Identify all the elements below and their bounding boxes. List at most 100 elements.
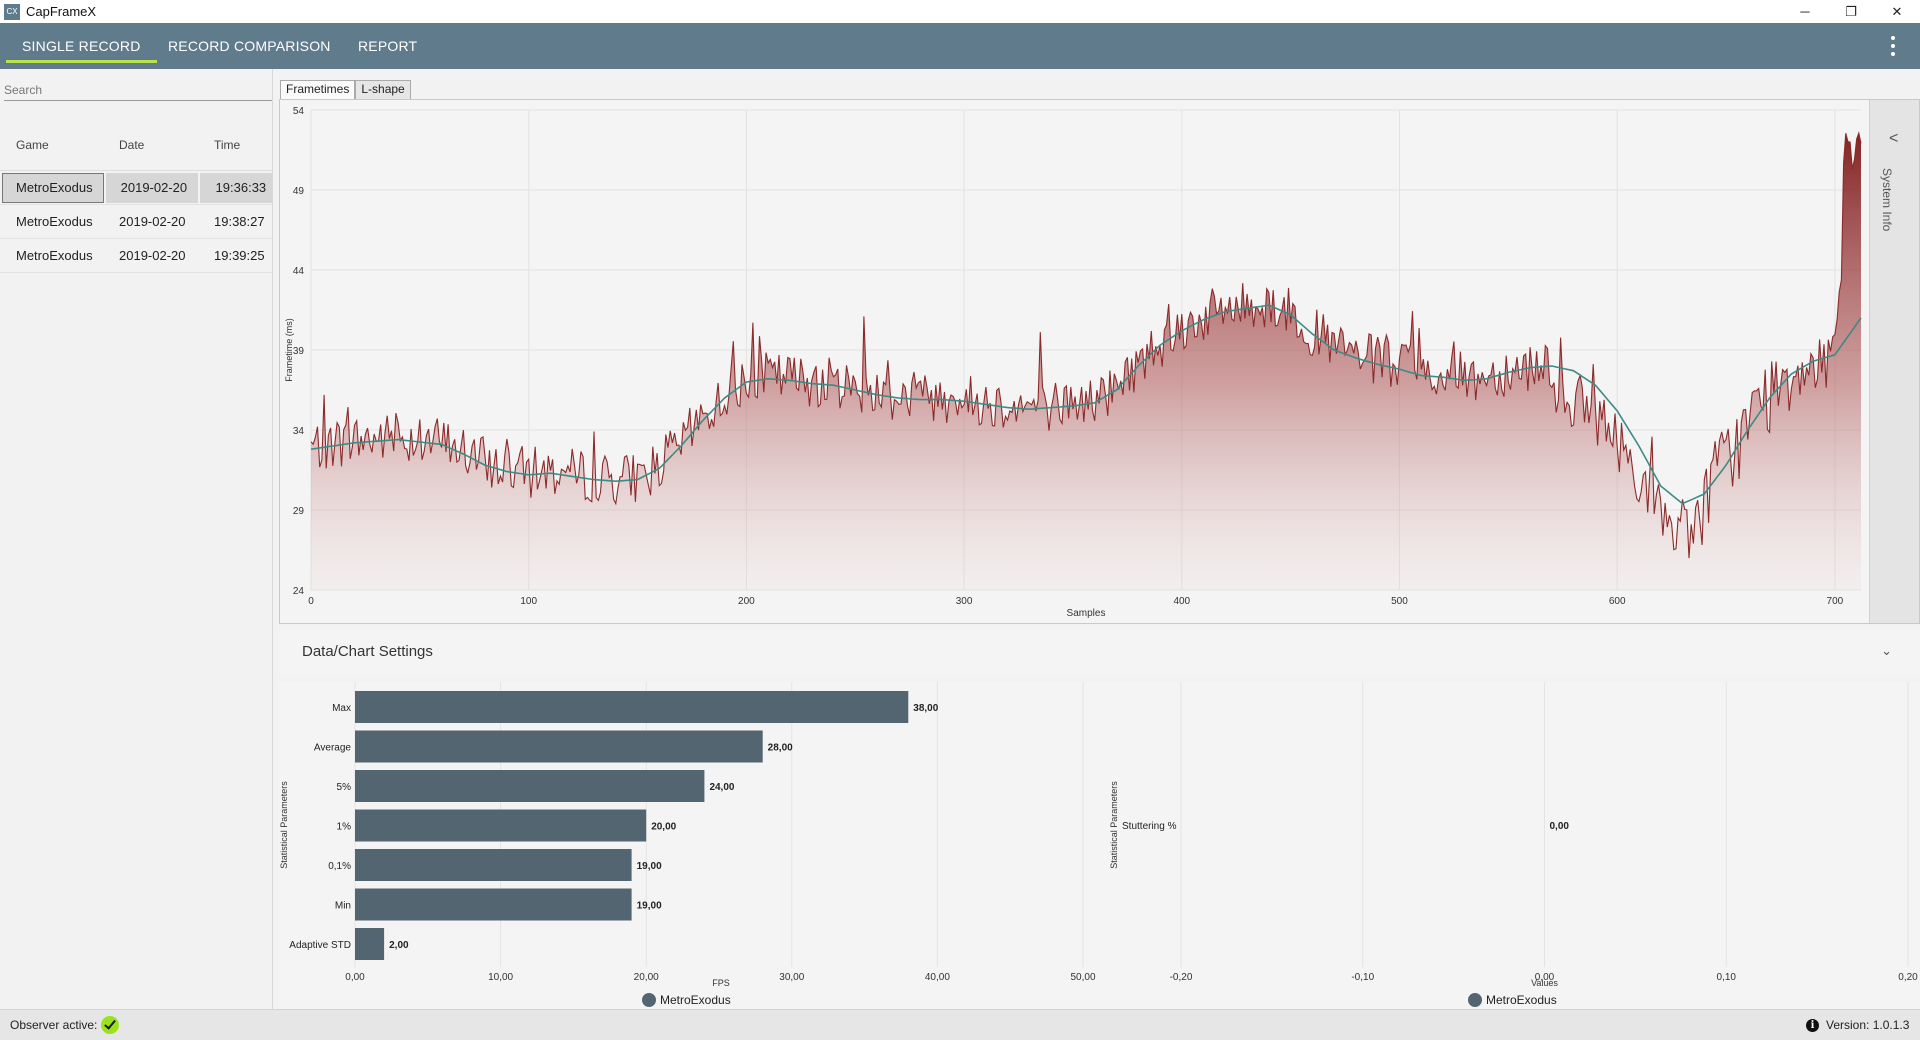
- app-logo-icon: CX: [4, 3, 20, 20]
- bar-value-label: 19,00: [637, 901, 662, 912]
- cell-time: 19:39:25: [214, 248, 265, 263]
- table-header: Game Date Time: [0, 119, 272, 171]
- legend-swatch: [642, 993, 656, 1007]
- stat-bar: [355, 691, 909, 723]
- column-header-date[interactable]: Date: [119, 137, 145, 152]
- system-info-label: System Info: [1880, 168, 1894, 232]
- y-tick-label: 49: [293, 186, 305, 197]
- stat-bar: [355, 770, 705, 802]
- y-tick-label: 24: [293, 586, 305, 597]
- chevron-down-icon: ⌄: [1881, 643, 1892, 658]
- category-label: Average: [314, 743, 352, 754]
- statistics-charts: 0,00 10,00 20,00 30,00 40,00 50,00 Max 38,00 Ave…: [279, 682, 1918, 1007]
- chart-tabs: Frametimes L-shape: [280, 80, 411, 99]
- category-label: Min: [335, 901, 351, 912]
- cell-date: 2019-02-20: [119, 214, 186, 229]
- tab-frametimes[interactable]: Frametimes: [280, 80, 356, 99]
- legend-swatch: [1468, 993, 1482, 1007]
- settings-label: Data/Chart Settings: [302, 643, 433, 660]
- legend-label: MetroExodus: [1486, 993, 1557, 1007]
- y-tick-label: 39: [293, 346, 305, 357]
- tab-record-comparison[interactable]: RECORD COMPARISON: [168, 38, 331, 54]
- search-input[interactable]: [4, 79, 272, 101]
- y-tick-label: 29: [293, 506, 305, 517]
- stat-bar: [355, 730, 763, 763]
- x-tick-label: 500: [1391, 596, 1408, 607]
- frametime-chart-panel: 0 100 200 300 400 500 600 700 24 29 34 39 44 49 54 Samp…: [279, 99, 1920, 624]
- frametime-chart[interactable]: 0 100 200 300 400 500 600 700 24 29 34 39 44 49 54 Samp…: [280, 100, 1868, 623]
- cell-time: 19:38:27: [214, 214, 265, 229]
- stat-bar: [355, 928, 385, 960]
- x-tick-label: 100: [520, 596, 537, 607]
- category-label: Max: [332, 703, 351, 714]
- bar-value-label: 24,00: [709, 782, 734, 793]
- x-tick-label: -0,20: [1170, 972, 1193, 983]
- column-header-game[interactable]: Game: [16, 137, 49, 152]
- bar-value-label: 19,00: [637, 861, 662, 872]
- window-title: CapFrameX: [26, 4, 97, 19]
- x-tick-label: 40,00: [925, 972, 950, 983]
- system-info-panel[interactable]: < System Info: [1869, 100, 1919, 623]
- x-tick-label: 200: [738, 596, 755, 607]
- cell-date: 2019-02-20: [105, 172, 198, 203]
- frametime-area: [311, 133, 1861, 590]
- cell-game: MetroExodus: [2, 172, 104, 203]
- x-tick-label: 50,00: [1070, 972, 1095, 983]
- column-header-time[interactable]: Time: [214, 137, 241, 152]
- x-tick-label: 20,00: [634, 972, 659, 983]
- maximize-button[interactable]: ❐: [1845, 3, 1857, 19]
- data-chart-settings-expander[interactable]: Data/Chart Settings ⌄: [279, 629, 1920, 675]
- stat-bar: [355, 849, 632, 881]
- moving-average-line: [310, 304, 1862, 505]
- bar-value-label: 0,00: [1550, 821, 1570, 832]
- category-label: 0,1%: [328, 861, 351, 872]
- tab-report[interactable]: REPORT: [358, 38, 418, 54]
- observer-label: Observer active:: [10, 1018, 98, 1032]
- kebab-menu-icon[interactable]: [1888, 36, 1898, 56]
- frametime-line: [310, 131, 1862, 559]
- stat-bar: [355, 888, 632, 921]
- category-label: Stuttering %: [1122, 821, 1177, 832]
- y-tick-label: 54: [293, 106, 305, 117]
- status-bar: Observer active: i Version: 1.0.1.3: [0, 1009, 1920, 1040]
- statistics-panel: 0,00 10,00 20,00 30,00 40,00 50,00 Max 38,00 Ave…: [279, 682, 1920, 1009]
- records-table: Game Date Time MetroExodus 2019-02-20 19…: [0, 119, 272, 273]
- x-tick-label: 300: [956, 596, 973, 607]
- stat-bar: [355, 809, 647, 842]
- table-row[interactable]: MetroExodus 2019-02-20 19:39:25: [0, 239, 272, 273]
- records-panel: Game Date Time MetroExodus 2019-02-20 19…: [0, 69, 273, 1009]
- bar-value-label: 20,00: [651, 822, 676, 833]
- y-axis-label: Statistical Parameters: [1109, 781, 1119, 869]
- x-tick-label: -0,10: [1351, 972, 1374, 983]
- cell-date: 2019-02-20: [119, 248, 186, 263]
- cell-game: MetroExodus: [16, 214, 93, 229]
- x-tick-label: 0,10: [1717, 972, 1737, 983]
- table-row[interactable]: MetroExodus 2019-02-20 19:38:27: [0, 205, 272, 239]
- title-bar: CX CapFrameX ─ ❐ ✕: [0, 0, 1920, 23]
- cell-game: MetroExodus: [16, 248, 93, 263]
- check-icon: [101, 1016, 119, 1034]
- info-icon[interactable]: i: [1806, 1019, 1819, 1032]
- x-tick-label: 700: [1827, 596, 1844, 607]
- tab-l-shape[interactable]: L-shape: [355, 80, 411, 99]
- chevron-left-icon: <: [1889, 130, 1899, 147]
- version-label: Version: 1.0.1.3: [1826, 1018, 1910, 1032]
- category-label: 5%: [337, 782, 352, 793]
- x-tick-label: 0: [308, 596, 314, 607]
- x-axis-label: Samples: [1067, 608, 1106, 619]
- minimize-button[interactable]: ─: [1800, 4, 1810, 19]
- x-tick-label: 30,00: [779, 972, 804, 983]
- x-tick-label: 600: [1609, 596, 1626, 607]
- table-row[interactable]: MetroExodus 2019-02-20 19:36:33: [0, 171, 272, 205]
- y-tick-label: 34: [293, 426, 305, 437]
- y-axis-label: Frametime (ms): [284, 318, 294, 382]
- category-label: Adaptive STD: [289, 940, 351, 951]
- tab-single-record[interactable]: SINGLE RECORD: [6, 23, 156, 69]
- bar-value-label: 2,00: [389, 940, 409, 951]
- x-tick-label: 0,00: [345, 972, 365, 983]
- y-tick-label: 44: [293, 266, 305, 277]
- y-axis-label: Statistical Parameters: [279, 781, 289, 869]
- bar-value-label: 28,00: [768, 743, 793, 754]
- category-label: 1%: [337, 822, 352, 833]
- close-button[interactable]: ✕: [1891, 3, 1903, 19]
